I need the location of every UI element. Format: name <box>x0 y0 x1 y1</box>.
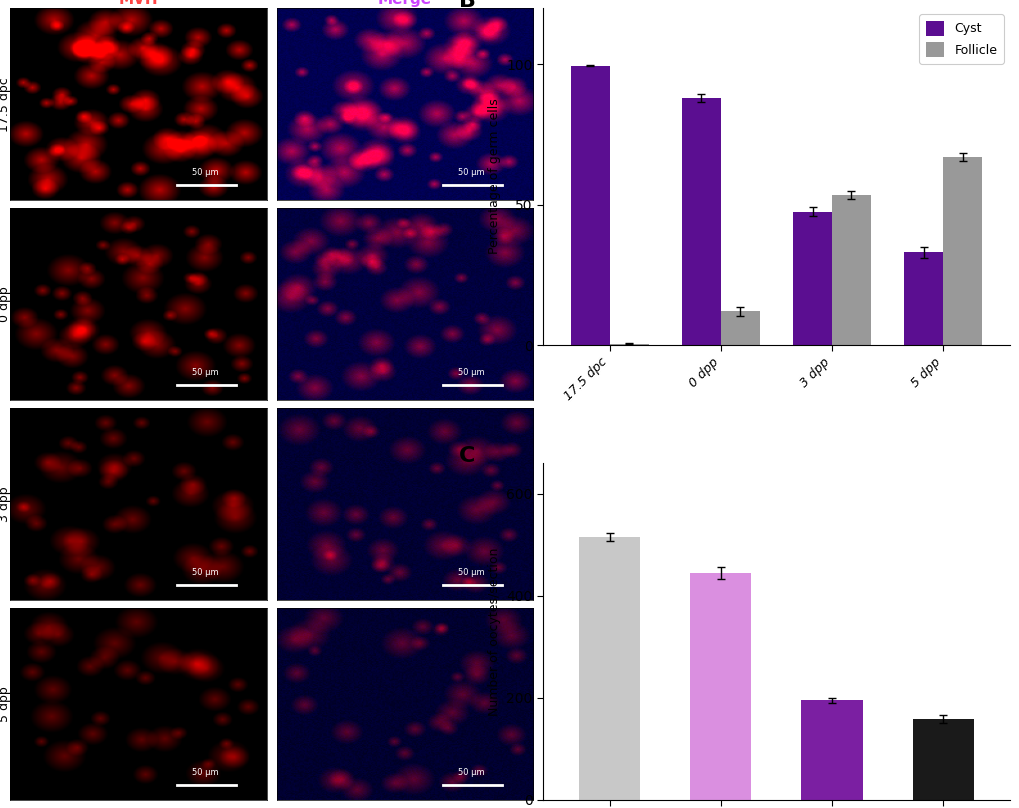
Bar <box>912 719 973 800</box>
Title: Merge: Merge <box>377 0 432 7</box>
Text: C: C <box>459 446 475 466</box>
Bar <box>682 98 720 345</box>
Y-axis label: 0 dpp: 0 dpp <box>0 286 11 322</box>
Text: 50 μm: 50 μm <box>458 168 484 177</box>
Bar <box>832 195 870 345</box>
Text: 50 μm: 50 μm <box>458 568 484 577</box>
Legend: Cyst, Follicle: Cyst, Follicle <box>918 15 1003 64</box>
Bar <box>571 65 609 345</box>
Bar <box>801 701 862 800</box>
Text: 50 μm: 50 μm <box>192 768 218 776</box>
Bar <box>579 537 640 800</box>
Text: 50 μm: 50 μm <box>458 768 484 776</box>
Y-axis label: Percentage of germ cells: Percentage of germ cells <box>487 99 500 255</box>
Text: 50 μm: 50 μm <box>192 368 218 377</box>
Bar <box>943 157 981 345</box>
Bar <box>720 311 759 345</box>
Bar <box>903 252 943 345</box>
Y-axis label: 5 dpp: 5 dpp <box>0 686 11 722</box>
Text: 50 μm: 50 μm <box>458 368 484 377</box>
Text: 50 μm: 50 μm <box>192 168 218 177</box>
Title: MVH: MVH <box>118 0 158 7</box>
Y-axis label: 17.5 dpc: 17.5 dpc <box>0 77 11 132</box>
Y-axis label: 3 dpp: 3 dpp <box>0 486 11 522</box>
Y-axis label: Number of oocytes/section: Number of oocytes/section <box>487 547 500 716</box>
Text: B: B <box>459 0 476 11</box>
Bar <box>793 212 832 345</box>
Bar <box>609 343 648 345</box>
Text: 50 μm: 50 μm <box>192 568 218 577</box>
Text: A: A <box>10 12 28 32</box>
Bar <box>690 573 751 800</box>
